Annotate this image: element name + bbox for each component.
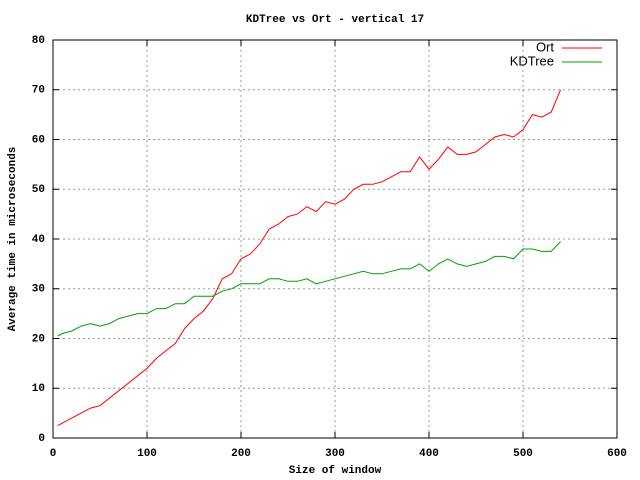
y-tick-label: 50	[32, 184, 45, 196]
x-tick-label: 100	[137, 448, 157, 460]
data-line	[57, 89, 562, 427]
x-tick-label: 200	[231, 448, 251, 460]
plot-frame	[52, 39, 618, 439]
y-tick-label: 10	[32, 383, 45, 395]
y-axis-label: Average time in microseconds	[7, 147, 19, 332]
x-tick-label: 0	[50, 448, 57, 460]
x-tick-label: 400	[419, 448, 439, 460]
y-tick-label: 80	[32, 35, 45, 47]
y-tick-label: 30	[32, 284, 45, 296]
legend-label: KDTree	[510, 53, 554, 68]
x-tick-label: 300	[325, 448, 345, 460]
y-tick-label: 20	[32, 333, 45, 345]
legend-label: Ort	[536, 39, 554, 54]
x-axis-label: Size of window	[289, 465, 382, 477]
y-tick-label: 70	[32, 85, 45, 97]
x-tick-label: 500	[513, 448, 533, 460]
x-tick-label: 600	[607, 448, 627, 460]
y-tick-label: 60	[32, 134, 45, 146]
chart-title: KDTree vs Ort - vertical 17	[246, 14, 424, 26]
data-line	[57, 241, 561, 337]
y-tick-label: 40	[32, 234, 45, 246]
y-tick-label: 0	[38, 433, 45, 445]
